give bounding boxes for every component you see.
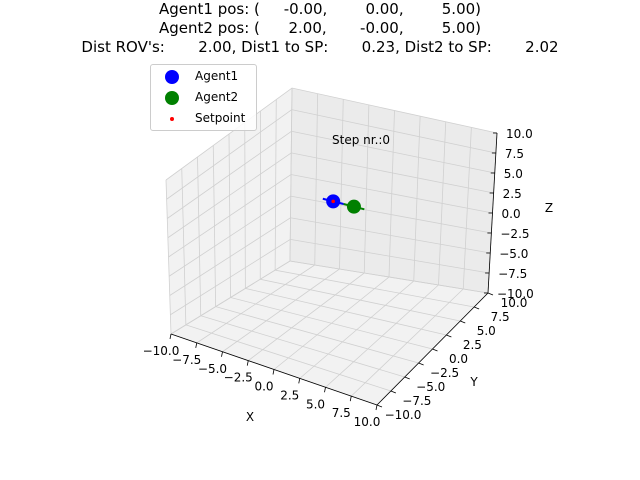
z-tick-label: −2.5 (500, 227, 529, 241)
y-grid-line (289, 87, 489, 294)
y-tick-mark (376, 404, 383, 408)
step-counter: Step nr.:0 (332, 133, 391, 147)
tick-labels: −10.0−7.5−5.0−2.50.02.55.07.510.0 −10.0−7… (143, 127, 534, 429)
title-line-distances: Dist ROV's: 2.00, Dist1 to SP: 0.23, Dis… (81, 38, 559, 56)
legend-item-agent1: Agent1 (151, 67, 256, 87)
y-tick-mark (446, 334, 452, 338)
z-axis-label: Z (545, 201, 553, 215)
legend-marker-agent1 (165, 70, 179, 84)
legend-item-agent2: Agent2 (151, 88, 256, 108)
z-tick-label: 2.5 (503, 187, 522, 201)
x-axis-label: X (246, 410, 254, 424)
y-grid-line (228, 133, 433, 350)
title-line-agent2: Agent2 pos: ( 2.00, -0.00, 5.00) (158, 19, 482, 37)
x-tick-label: −7.5 (172, 353, 201, 367)
y-tick-label: 5.0 (477, 324, 496, 338)
floor-pane (171, 261, 488, 405)
y-grid-line (212, 145, 419, 364)
x-tick-mark (221, 351, 223, 357)
legend-item-setpoint: Setpoint (151, 109, 256, 129)
point-agent2 (346, 199, 361, 214)
z-tick-label: −7.5 (498, 267, 527, 281)
y-tick-label: 10.0 (501, 296, 528, 310)
x-tick-mark (324, 387, 326, 393)
x-tick-mark (298, 378, 301, 384)
y-grid-line (244, 122, 447, 336)
data-marks (322, 194, 365, 214)
y-grid-line (274, 99, 475, 308)
legend-label-setpoint: Setpoint (195, 111, 246, 125)
legend-label-agent2: Agent2 (195, 90, 239, 104)
x-tick-label: 5.0 (306, 397, 325, 411)
y-axis-label: Y (469, 375, 478, 389)
x-tick-label: −10.0 (143, 344, 180, 358)
y-tick-mark (487, 292, 494, 296)
z-tick-label: −5.0 (499, 247, 528, 261)
y-tick-mark (432, 348, 438, 352)
point-setpoint (331, 199, 335, 204)
z-tick-label: 10.0 (506, 127, 533, 141)
z-tick-label: 7.5 (505, 147, 524, 161)
legend-label-agent1: Agent1 (195, 69, 239, 83)
figure-title: Agent1 pos: ( -0.00, 0.00, 5.00) Agent2 … (0, 0, 640, 57)
x-tick-label: 7.5 (332, 406, 351, 420)
x-tick-label: 2.5 (280, 388, 299, 402)
y-grid-line (197, 156, 405, 378)
x-tick-mark (195, 342, 198, 348)
y-tick-label: −10.0 (385, 408, 422, 422)
legend-marker-agent2 (165, 91, 179, 105)
y-grid-line (181, 168, 391, 392)
x-tick-label: −5.0 (198, 362, 227, 376)
back-pane (290, 88, 497, 293)
y-tick-mark (404, 376, 410, 380)
axis-labels: X Y Z (246, 201, 553, 424)
z-tick-label: −10.0 (497, 287, 534, 301)
x-tick-mark (246, 360, 249, 366)
y-tick-label: −5.0 (416, 380, 445, 394)
legend: Agent1 Agent2 Setpoint (150, 64, 257, 131)
x-tick-label: 0.0 (254, 380, 273, 394)
x-tick-mark (349, 396, 352, 402)
title-line-agent1: Agent1 pos: ( -0.00, 0.00, 5.00) (158, 0, 482, 18)
z-tick-label: 5.0 (504, 167, 523, 181)
y-tick-label: −2.5 (430, 366, 459, 380)
y-tick-label: −7.5 (402, 394, 431, 408)
x-tick-mark (169, 333, 172, 340)
z-tick-label: 0.0 (502, 207, 521, 221)
y-tick-label: 2.5 (463, 338, 482, 352)
legend-marker-setpoint (170, 117, 174, 121)
z-grid-line (165, 87, 498, 181)
x-tick-label: 10.0 (354, 415, 381, 429)
y-grid-line (259, 110, 461, 322)
x-tick-label: −2.5 (224, 371, 253, 385)
x-tick-mark (272, 369, 275, 375)
y-tick-label: 7.5 (491, 310, 510, 324)
y-tick-label: 0.0 (449, 352, 468, 366)
x-tick-mark (375, 404, 378, 411)
y-tick-mark (460, 320, 466, 324)
y-tick-mark (418, 362, 424, 366)
y-tick-mark (473, 306, 480, 310)
y-tick-mark (390, 390, 397, 394)
